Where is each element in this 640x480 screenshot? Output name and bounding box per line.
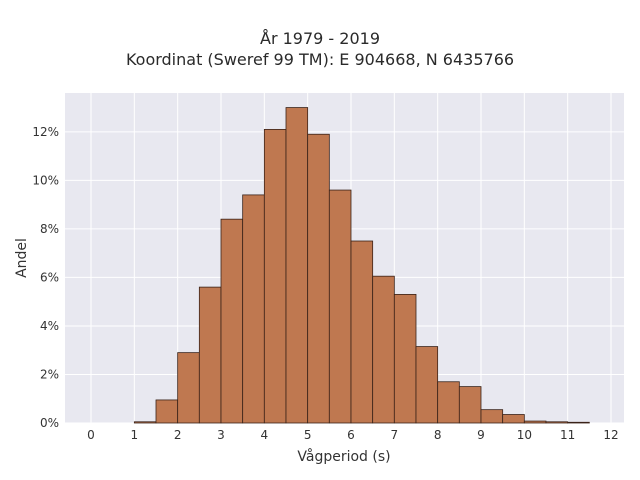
y-tick-label: 2%: [40, 367, 59, 381]
x-tick-label: 1: [131, 428, 139, 442]
x-tick-label: 5: [304, 428, 312, 442]
x-tick-label: 0: [87, 428, 95, 442]
histogram-bar: [545, 421, 569, 424]
histogram-bar: [328, 189, 352, 424]
histogram-bar: [437, 381, 460, 424]
histogram-bar: [307, 133, 330, 424]
y-tick-label: 0%: [40, 416, 59, 430]
histogram-bar: [372, 275, 395, 424]
histogram-bar: [285, 107, 309, 424]
histogram-bar: [198, 286, 222, 424]
x-tick-label: 6: [347, 428, 355, 442]
histogram-bar: [350, 240, 374, 424]
chart-title-line-2: Koordinat (Sweref 99 TM): E 904668, N 64…: [125, 50, 515, 69]
x-tick-label: 4: [261, 428, 269, 442]
y-tick-label: 10%: [32, 173, 59, 187]
y-tick-label: 12%: [32, 125, 59, 139]
histogram-bar: [133, 421, 157, 424]
x-tick-label: 11: [560, 428, 575, 442]
histogram-bar: [155, 399, 179, 424]
histogram-bar: [393, 293, 417, 424]
y-tick-label: 6%: [40, 270, 59, 284]
histogram-bar: [458, 386, 482, 424]
x-tick-label: 2: [174, 428, 182, 442]
histogram-bar: [567, 421, 590, 424]
x-tick-label: 3: [217, 428, 225, 442]
x-tick-label: 7: [391, 428, 399, 442]
x-tick-label: 9: [477, 428, 485, 442]
y-axis-label: Andel: [14, 238, 30, 278]
histogram-bar: [263, 128, 287, 424]
chart-title-line-1: År 1979 - 2019: [260, 29, 380, 48]
histogram-bar: [177, 352, 200, 424]
x-tick-label: 10: [517, 428, 532, 442]
histogram-bar: [220, 218, 244, 424]
histogram-bar: [523, 420, 547, 424]
x-tick-label: 12: [603, 428, 618, 442]
histogram-bar: [480, 409, 504, 424]
x-tick-label: 8: [434, 428, 442, 442]
y-tick-label: 4%: [40, 319, 59, 333]
x-axis-label: Vågperiod (s): [297, 448, 390, 465]
histogram-bar: [502, 414, 525, 424]
plot-area: 0 1 2 3 4 5 6 7 8 9 10 11 120%2%4%6%8%10%12%: [32, 93, 624, 442]
histogram-bar: [242, 194, 265, 424]
y-tick-label: 8%: [40, 222, 59, 236]
histogram-bar: [415, 346, 439, 424]
